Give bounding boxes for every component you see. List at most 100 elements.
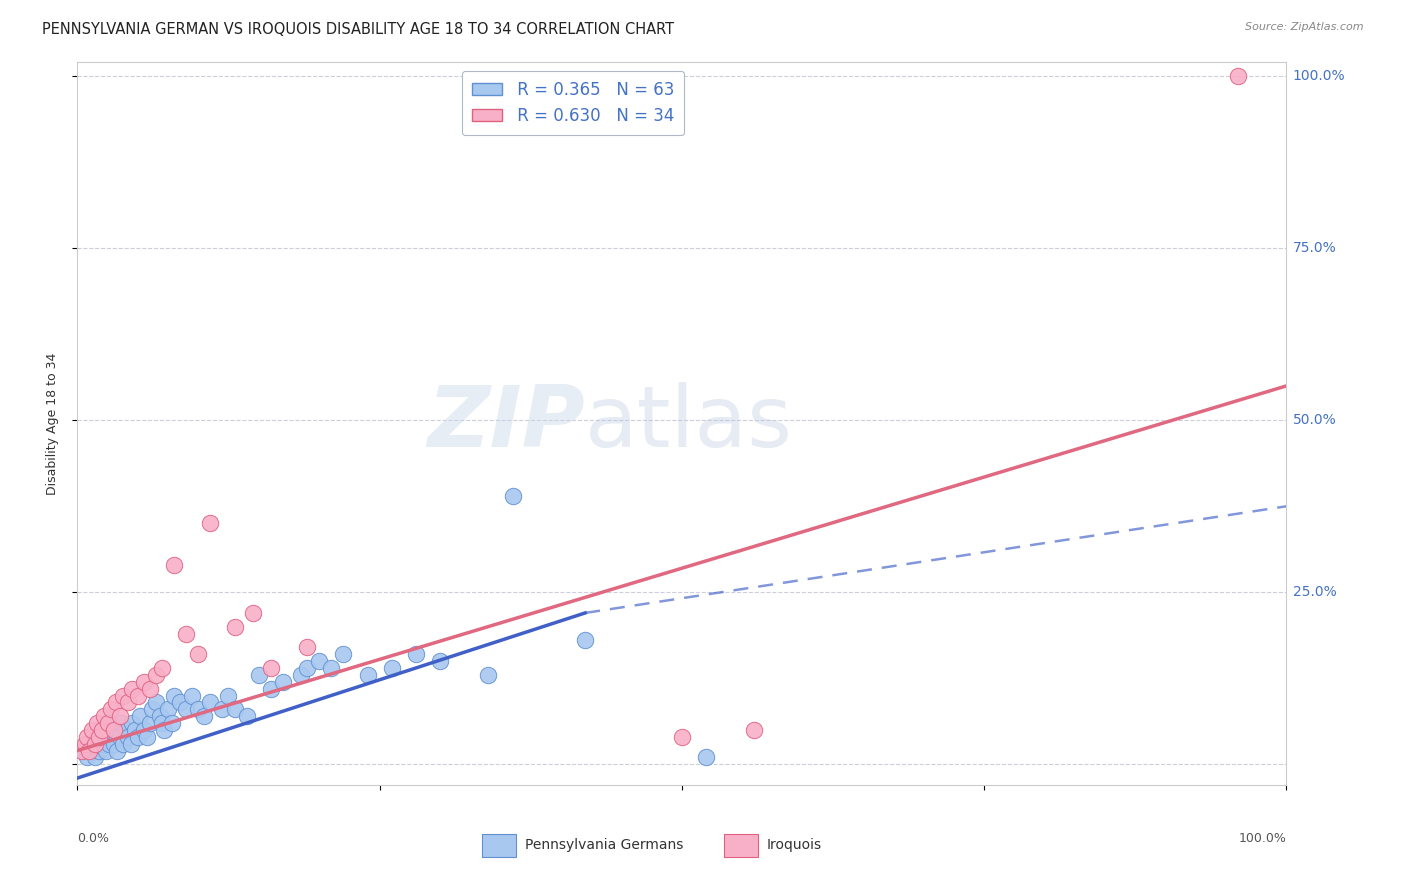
Point <box>84 750 107 764</box>
Point <box>308 654 330 668</box>
Point <box>224 620 246 634</box>
Point <box>96 743 118 757</box>
Point <box>121 716 143 731</box>
Text: ZIP: ZIP <box>427 382 585 466</box>
Bar <box>482 834 516 857</box>
Point <box>110 716 132 731</box>
Point <box>174 702 197 716</box>
Text: Iroquois: Iroquois <box>766 838 821 852</box>
Point <box>105 695 128 709</box>
Point <box>76 750 98 764</box>
Point <box>139 716 162 731</box>
Point <box>136 730 159 744</box>
Point <box>112 737 135 751</box>
Point <box>211 702 233 716</box>
Point <box>163 689 186 703</box>
Point <box>105 743 128 757</box>
Point <box>129 709 152 723</box>
Point <box>127 689 149 703</box>
Point <box>80 743 103 757</box>
Text: 100.0%: 100.0% <box>1292 70 1346 83</box>
Point <box>145 668 167 682</box>
Point <box>200 516 222 531</box>
Point <box>695 750 717 764</box>
Point <box>105 723 128 737</box>
Point <box>321 661 343 675</box>
Point <box>84 737 107 751</box>
Point <box>114 723 136 737</box>
Point <box>124 723 146 737</box>
Point <box>200 695 222 709</box>
Point <box>381 661 404 675</box>
Point <box>502 489 524 503</box>
Point <box>150 661 173 675</box>
Point <box>405 647 427 661</box>
Point <box>97 737 120 751</box>
Point <box>96 723 118 737</box>
Text: atlas: atlas <box>585 382 793 466</box>
Point <box>112 689 135 703</box>
Point <box>271 674 294 689</box>
Point <box>87 730 110 744</box>
Point <box>141 702 163 716</box>
Point <box>224 702 246 716</box>
Point <box>235 709 257 723</box>
Point <box>121 681 143 696</box>
Point <box>127 730 149 744</box>
Text: 0.0%: 0.0% <box>77 832 110 845</box>
Point <box>103 737 125 751</box>
Point <box>260 661 283 675</box>
Point <box>1227 69 1250 83</box>
Point <box>90 723 112 737</box>
Point <box>103 723 125 737</box>
Y-axis label: Disability Age 18 to 34: Disability Age 18 to 34 <box>46 352 59 495</box>
Point <box>132 723 155 737</box>
Point <box>429 654 451 668</box>
Text: 25.0%: 25.0% <box>1292 585 1336 599</box>
Point <box>193 709 215 723</box>
Point <box>671 730 693 744</box>
Point <box>86 716 108 731</box>
Point <box>157 702 180 716</box>
Point <box>100 702 122 716</box>
Point <box>79 737 101 751</box>
Point <box>120 737 142 751</box>
Point <box>70 743 93 757</box>
Point <box>174 626 197 640</box>
Point <box>132 674 155 689</box>
Point <box>117 695 139 709</box>
Point <box>169 695 191 709</box>
Point <box>574 633 596 648</box>
Point <box>290 668 312 682</box>
Point <box>87 743 110 757</box>
Point <box>160 716 183 731</box>
Bar <box>724 834 758 857</box>
Point <box>90 730 112 744</box>
Point <box>93 737 115 751</box>
Point <box>744 723 766 737</box>
Point <box>145 695 167 709</box>
Point <box>150 716 173 731</box>
Point <box>139 681 162 696</box>
Point <box>108 730 131 744</box>
Point <box>80 723 103 737</box>
Point <box>218 689 240 703</box>
Point <box>187 647 209 661</box>
Text: PENNSYLVANIA GERMAN VS IROQUOIS DISABILITY AGE 18 TO 34 CORRELATION CHART: PENNSYLVANIA GERMAN VS IROQUOIS DISABILI… <box>42 22 675 37</box>
Point <box>242 606 264 620</box>
Point <box>295 661 318 675</box>
Point <box>247 668 270 682</box>
Point <box>181 689 204 703</box>
Point <box>332 647 354 661</box>
Point <box>295 640 318 655</box>
Legend:  R = 0.365   N = 63,  R = 0.630   N = 34: R = 0.365 N = 63, R = 0.630 N = 34 <box>463 70 685 135</box>
Text: 100.0%: 100.0% <box>1239 832 1286 845</box>
Point <box>76 730 98 744</box>
Point <box>187 702 209 716</box>
Point <box>148 709 170 723</box>
Point <box>356 668 378 682</box>
Point <box>72 743 94 757</box>
Text: Pennsylvania Germans: Pennsylvania Germans <box>524 838 683 852</box>
Point <box>153 723 176 737</box>
Point <box>108 709 131 723</box>
